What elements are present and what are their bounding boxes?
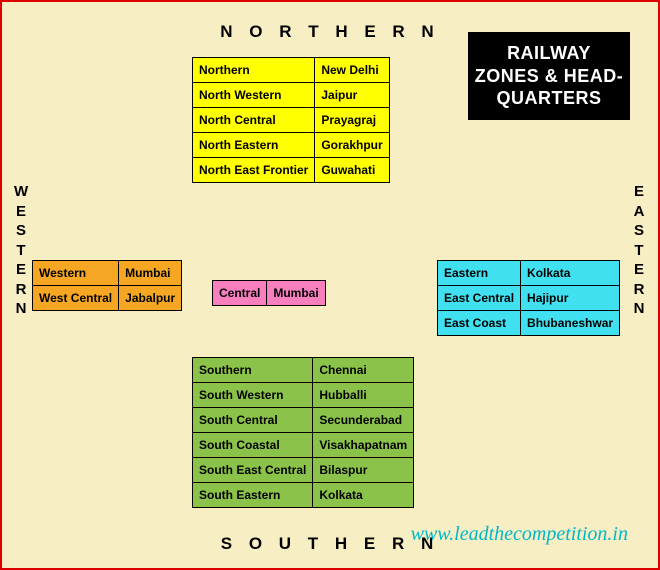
east-table: EasternKolkataEast CentralHajipurEast Co… (437, 260, 620, 336)
table-cell: Kolkata (521, 261, 620, 286)
north-table: NorthernNew DelhiNorth WesternJaipurNort… (192, 57, 390, 183)
table-row: North WesternJaipur (193, 83, 390, 108)
diagram-frame: RAILWAY ZONES & HEAD-QUARTERS N O R T H … (0, 0, 660, 570)
table-cell: Eastern (438, 261, 521, 286)
table-cell: West Central (33, 286, 119, 311)
table-cell: Bhubaneshwar (521, 311, 620, 336)
edge-label-north: N O R T H E R N (220, 22, 439, 42)
table-cell: Chennai (313, 358, 414, 383)
edge-label-west: WESTERN (14, 182, 28, 319)
table-row: SouthernChennai (193, 358, 414, 383)
table-row: South EasternKolkata (193, 483, 414, 508)
west-table: WesternMumbaiWest CentralJabalpur (32, 260, 182, 311)
table-cell: Guwahati (315, 158, 389, 183)
table-cell: Mumbai (119, 261, 182, 286)
table-cell: Hajipur (521, 286, 620, 311)
table-cell: Jabalpur (119, 286, 182, 311)
table-cell: South Eastern (193, 483, 313, 508)
table-cell: Jaipur (315, 83, 389, 108)
table-row: South CoastalVisakhapatnam (193, 433, 414, 458)
table-cell: North Central (193, 108, 315, 133)
edge-label-east: EASTERN (632, 182, 646, 319)
title-box: RAILWAY ZONES & HEAD-QUARTERS (468, 32, 630, 120)
table-cell: South Coastal (193, 433, 313, 458)
table-cell: Kolkata (313, 483, 414, 508)
table-cell: Prayagraj (315, 108, 389, 133)
table-row: East CoastBhubaneshwar (438, 311, 620, 336)
table-row: North EasternGorakhpur (193, 133, 390, 158)
table-row: EasternKolkata (438, 261, 620, 286)
table-row: West CentralJabalpur (33, 286, 182, 311)
table-cell: Visakhapatnam (313, 433, 414, 458)
table-cell: South Central (193, 408, 313, 433)
table-cell: Hubballi (313, 383, 414, 408)
title-text: RAILWAY ZONES & HEAD-QUARTERS (475, 43, 624, 108)
table-cell: Secunderabad (313, 408, 414, 433)
table-row: WesternMumbai (33, 261, 182, 286)
table-cell: Central (213, 281, 267, 306)
table-cell: East Central (438, 286, 521, 311)
south-table: SouthernChennaiSouth WesternHubballiSout… (192, 357, 414, 508)
table-row: North East FrontierGuwahati (193, 158, 390, 183)
table-cell: North Eastern (193, 133, 315, 158)
table-row: South WesternHubballi (193, 383, 414, 408)
table-row: South East CentralBilaspur (193, 458, 414, 483)
table-row: CentralMumbai (213, 281, 326, 306)
table-row: North CentralPrayagraj (193, 108, 390, 133)
table-cell: South Western (193, 383, 313, 408)
table-cell: Gorakhpur (315, 133, 389, 158)
table-row: East CentralHajipur (438, 286, 620, 311)
central-table: CentralMumbai (212, 280, 326, 306)
table-row: NorthernNew Delhi (193, 58, 390, 83)
table-cell: Southern (193, 358, 313, 383)
table-cell: North Western (193, 83, 315, 108)
table-cell: South East Central (193, 458, 313, 483)
table-cell: New Delhi (315, 58, 389, 83)
table-cell: Northern (193, 58, 315, 83)
table-cell: North East Frontier (193, 158, 315, 183)
table-cell: Bilaspur (313, 458, 414, 483)
credit-text: www.leadthecompetition.in (411, 523, 628, 546)
table-cell: Mumbai (267, 281, 325, 306)
table-cell: East Coast (438, 311, 521, 336)
table-cell: Western (33, 261, 119, 286)
edge-label-south: S O U T H E R N (221, 534, 439, 554)
table-row: South CentralSecunderabad (193, 408, 414, 433)
